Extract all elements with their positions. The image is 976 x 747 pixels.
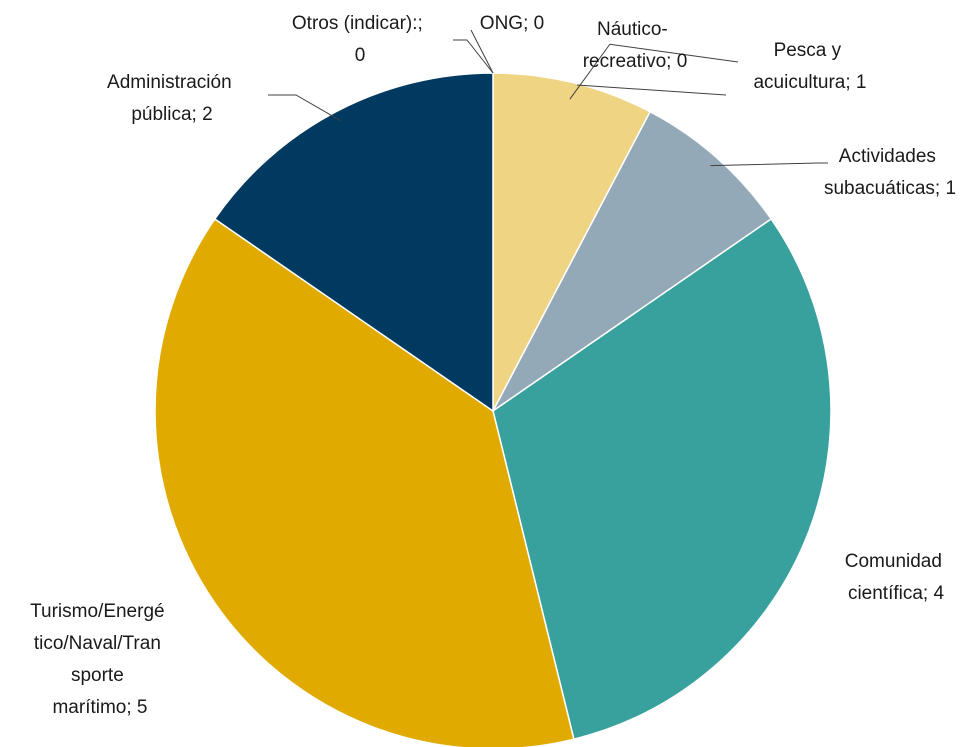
pie-slice-pesca <box>492 72 652 412</box>
pie-slice-administracion <box>213 72 494 413</box>
label-administracion-line-2: pública; 2 <box>131 104 212 125</box>
label-ong-line-1: ONG; 0 <box>480 13 544 34</box>
pie-slice-comunidad <box>492 217 832 741</box>
leader-line-pesca <box>569 43 739 100</box>
pie-slice-actividades <box>492 110 773 412</box>
label-nautico-line-1: Náutico- <box>597 19 668 40</box>
label-comunidad-line-2: científica; 4 <box>848 583 945 604</box>
data-labels: Náutico- recreativo; 0 Pesca y acuicultu… <box>30 13 956 718</box>
pie-slices <box>154 72 832 747</box>
label-turismo-line-1: Turismo/Energé <box>30 601 164 622</box>
leader-line-administracion <box>268 94 341 122</box>
leader-lines <box>268 29 828 167</box>
leader-line-nautico <box>576 84 727 96</box>
pie-slice-turismo <box>154 217 575 747</box>
label-pesca: Pesca y acuicultura; 1 <box>753 40 866 93</box>
label-actividades: Actividades subacuáticas; 1 <box>824 146 956 199</box>
label-actividades-line-2: subacuáticas; 1 <box>824 178 956 199</box>
label-ong: ONG; 0 <box>480 13 544 34</box>
label-turismo: Turismo/Energé tico/Naval/Tran sporte ma… <box>30 601 170 718</box>
label-turismo-line-3: sporte <box>71 665 124 686</box>
label-pesca-line-1: Pesca y <box>774 40 842 61</box>
label-otros: Otros (indicar):; 0 <box>292 13 428 66</box>
label-comunidad: Comunidad científica; 4 <box>845 551 947 604</box>
leader-line-ong <box>470 29 494 74</box>
label-otros-line-1: Otros (indicar):; <box>292 13 423 34</box>
label-administracion: Administración pública; 2 <box>107 72 237 125</box>
label-nautico-line-2: recreativo; 0 <box>583 51 688 72</box>
label-comunidad-line-1: Comunidad <box>845 551 942 572</box>
leader-line-otros <box>453 39 494 74</box>
label-administracion-line-1: Administración <box>107 72 232 93</box>
label-nautico: Náutico- recreativo; 0 <box>583 19 688 72</box>
label-actividades-line-1: Actividades <box>839 146 936 167</box>
label-turismo-line-2: tico/Naval/Tran <box>34 633 161 654</box>
label-turismo-line-4: marítimo; 5 <box>52 697 147 718</box>
label-pesca-line-2: acuicultura; 1 <box>753 72 866 93</box>
leader-line-actividades <box>710 162 828 167</box>
label-otros-line-2: 0 <box>355 45 366 66</box>
